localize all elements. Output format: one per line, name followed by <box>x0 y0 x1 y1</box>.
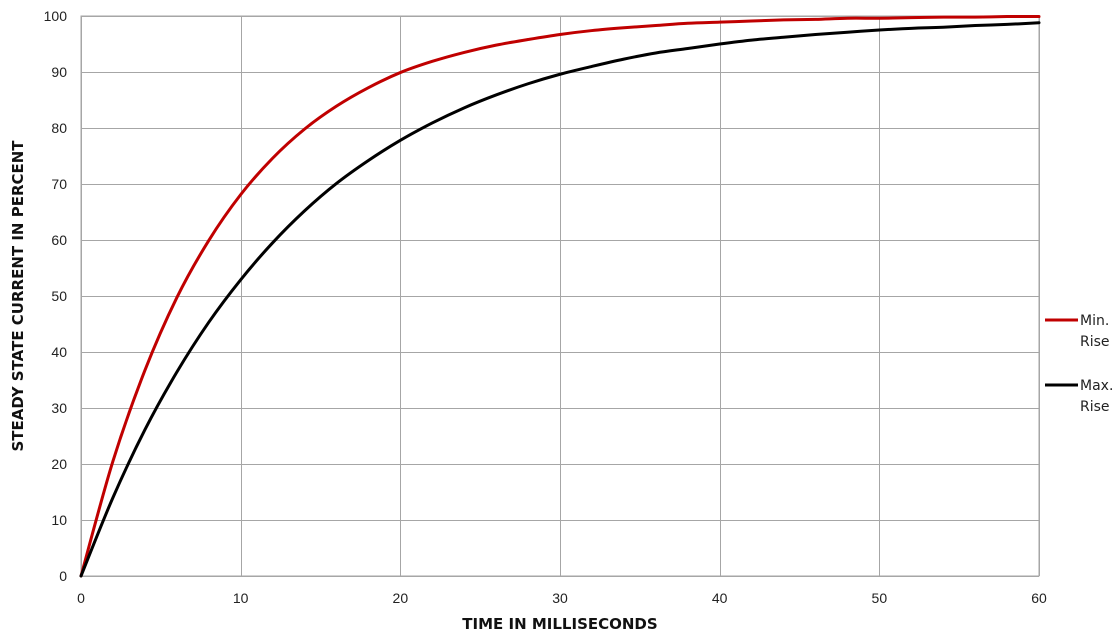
y-tick-label: 0 <box>59 568 67 584</box>
x-tick-label: 50 <box>872 590 888 606</box>
y-tick-label: 80 <box>51 120 67 136</box>
y-tick-label: 60 <box>51 232 67 248</box>
y-tick-label: 40 <box>51 344 67 360</box>
y-tick-label: 90 <box>51 64 67 80</box>
x-tick-label: 10 <box>233 590 249 606</box>
plot-area-border <box>80 15 1040 577</box>
tick-labels: 0 10 20 30 40 50 60 70 80 90 100 0 10 20 30 40 50 60 <box>44 8 1047 606</box>
grid-lines <box>81 16 1040 577</box>
series-line-min-rise <box>79 15 1041 578</box>
y-tick-label: 20 <box>51 456 67 472</box>
series-line-max-rise <box>79 21 1041 578</box>
y-axis-title: STEADY STATE CURRENT IN PERCENT <box>9 140 27 452</box>
x-axis-title: TIME IN MILLISECONDS <box>462 615 657 633</box>
y-tick-label: 30 <box>51 400 67 416</box>
legend-label: Max. <box>1080 378 1113 394</box>
y-tick-label: 10 <box>51 512 67 528</box>
data-series <box>79 15 1041 578</box>
x-tick-label: 0 <box>77 590 85 606</box>
legend: Min. Rise Max. Rise <box>1045 313 1113 415</box>
legend-label: Min. <box>1080 313 1109 329</box>
x-tick-label: 60 <box>1031 590 1047 606</box>
x-tick-label: 20 <box>393 590 409 606</box>
x-tick-label: 40 <box>712 590 728 606</box>
y-tick-label: 50 <box>51 288 67 304</box>
y-tick-label: 70 <box>51 176 67 192</box>
legend-label: Rise <box>1080 399 1110 415</box>
x-tick-label: 30 <box>552 590 568 606</box>
legend-entry-min-rise: Min. Rise <box>1045 313 1110 350</box>
legend-entry-max-rise: Max. Rise <box>1045 378 1113 415</box>
y-tick-label: 100 <box>44 8 68 24</box>
legend-label: Rise <box>1080 334 1110 350</box>
